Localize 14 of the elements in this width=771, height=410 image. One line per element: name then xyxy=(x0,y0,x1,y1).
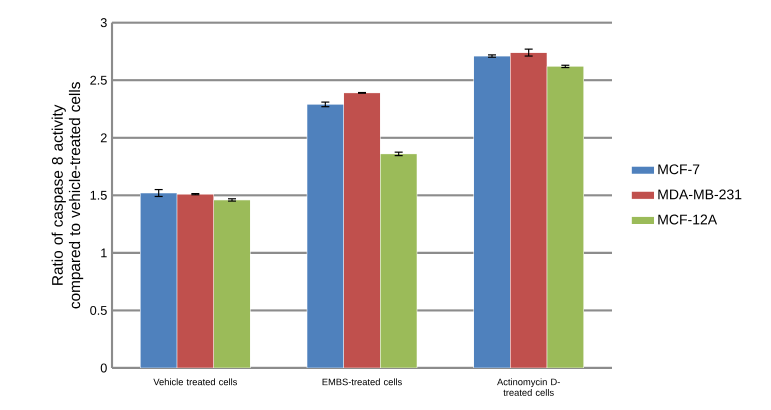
legend-label: MCF-7 xyxy=(658,164,700,174)
x-tick-label: EMBS-treated cells xyxy=(322,378,402,386)
legend-label: MCF-12A xyxy=(658,214,718,224)
y-tick-label: 2 xyxy=(100,133,107,142)
y-tick-label: 0.5 xyxy=(90,306,107,315)
y-tick-label: 1 xyxy=(101,248,107,258)
legend-label: MDA-MB-231 xyxy=(658,189,742,200)
y-tick-label: 2.5 xyxy=(90,76,107,85)
y-tick-label: 1.5 xyxy=(90,190,107,200)
y-tick-label: 0 xyxy=(100,364,107,372)
x-tick-label: Vehicle treated cells xyxy=(153,378,238,386)
y-tick-label: 3 xyxy=(100,18,107,28)
y-axis-title: Ratio of caspase 8 activity compared to vehicle-treated cells xyxy=(52,82,84,308)
x-tick-label: Actinomycin D-treated cells xyxy=(497,378,560,396)
